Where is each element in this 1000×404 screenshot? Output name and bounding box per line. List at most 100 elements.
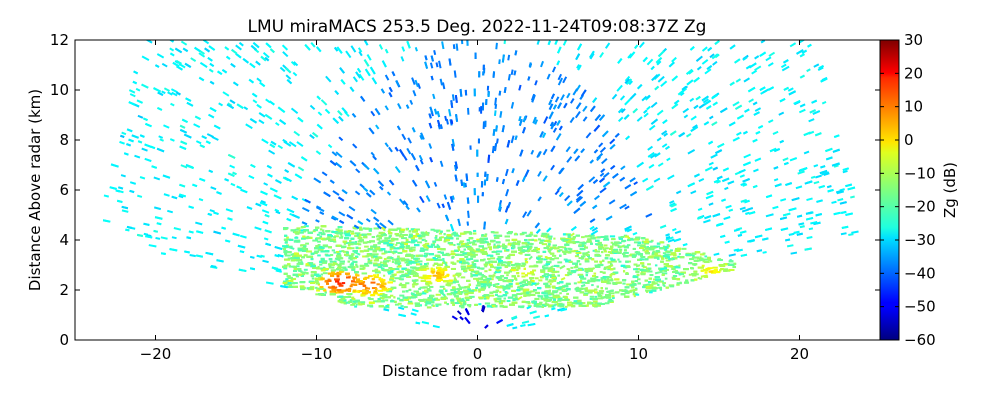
reflectivity-cell [452, 274, 456, 277]
reflectivity-cell [527, 272, 533, 275]
reflectivity-cell [477, 282, 483, 285]
reflectivity-cell [541, 243, 548, 246]
reflectivity-cell [397, 302, 402, 305]
reflectivity-cell [368, 227, 373, 230]
reflectivity-cell [426, 274, 432, 277]
reflectivity-cell [665, 268, 670, 271]
reflectivity-cell [401, 237, 407, 240]
reflectivity-cell [521, 231, 527, 234]
reflectivity-cell [336, 232, 339, 235]
reflectivity-cell [580, 287, 587, 290]
reflectivity-cell [446, 235, 451, 238]
reflectivity-cell [581, 245, 586, 248]
reflectivity-cell [422, 291, 425, 294]
reflectivity-cell [424, 267, 430, 270]
reflectivity-cell [494, 300, 501, 303]
reflectivity-cell [630, 238, 635, 241]
reflectivity-cell [564, 274, 569, 277]
reflectivity-cell [647, 263, 651, 266]
reflectivity-cell [587, 280, 592, 283]
reflectivity-cell [610, 278, 613, 281]
reflectivity-cell [623, 251, 629, 254]
reflectivity-cell [294, 236, 299, 239]
reflectivity-cell [415, 228, 420, 231]
reflectivity-cell [663, 284, 666, 287]
reflectivity-cell [363, 264, 370, 267]
reflectivity-cell [429, 285, 434, 288]
reflectivity-cell [626, 283, 631, 286]
reflectivity-cell [478, 303, 482, 306]
reflectivity-cell [609, 235, 616, 238]
reflectivity-cell [412, 285, 415, 288]
reflectivity-cell [607, 268, 612, 271]
reflectivity-cell [589, 295, 594, 298]
reflectivity-cell [393, 268, 400, 271]
reflectivity-cell [623, 266, 626, 269]
reflectivity-cell [286, 236, 289, 239]
reflectivity-cell [299, 285, 305, 288]
reflectivity-cell [671, 276, 676, 279]
reflectivity-cell [548, 304, 554, 307]
reflectivity-cell [633, 241, 640, 244]
reflectivity-cell [681, 247, 687, 250]
reflectivity-cell [378, 277, 382, 280]
reflectivity-cell [547, 305, 552, 308]
reflectivity-cell [492, 231, 499, 234]
reflectivity-cell [640, 270, 644, 273]
reflectivity-cell [668, 284, 675, 287]
reflectivity-cell [341, 282, 346, 285]
reflectivity-cell [519, 252, 523, 255]
reflectivity-cell [283, 267, 288, 270]
reflectivity-cell [334, 260, 337, 263]
reflectivity-cell [410, 228, 416, 231]
reflectivity-cell [704, 255, 708, 258]
reflectivity-cell [394, 303, 400, 306]
reflectivity-cell [316, 287, 320, 290]
reflectivity-cell [607, 266, 611, 269]
reflectivity-cell [317, 265, 320, 268]
reflectivity-cell [604, 247, 609, 250]
reflectivity-cell [676, 283, 680, 286]
reflectivity-cell [676, 282, 682, 285]
reflectivity-cell [377, 289, 384, 292]
reflectivity-cell [579, 279, 583, 282]
reflectivity-cell [543, 258, 548, 261]
reflectivity-cell [476, 238, 481, 241]
reflectivity-cell [301, 247, 307, 250]
reflectivity-cell [536, 251, 540, 254]
reflectivity-cell [399, 294, 405, 297]
reflectivity-cell [530, 283, 533, 286]
reflectivity-cell [732, 266, 737, 269]
reflectivity-cell [549, 283, 552, 286]
reflectivity-cell [408, 249, 415, 252]
reflectivity-cell [689, 258, 694, 261]
reflectivity-cell [618, 236, 622, 239]
reflectivity-cell [563, 258, 568, 261]
reflectivity-cell [475, 272, 478, 275]
reflectivity-cell [664, 277, 668, 280]
reflectivity-cell [712, 266, 718, 269]
reflectivity-cell [521, 272, 526, 275]
reflectivity-cell [670, 265, 677, 268]
reflectivity-cell [376, 283, 380, 286]
reflectivity-cell [567, 271, 574, 274]
reflectivity-cell [617, 258, 620, 261]
reflectivity-cell [373, 300, 379, 303]
reflectivity-cell [488, 286, 491, 289]
reflectivity-cell [395, 234, 402, 237]
reflectivity-cell [575, 265, 579, 268]
reflectivity-cell [527, 293, 532, 296]
reflectivity-cell [305, 242, 309, 245]
reflectivity-cell [581, 236, 585, 239]
reflectivity-cell [418, 287, 422, 290]
reflectivity-cell [648, 240, 653, 243]
reflectivity-cell [473, 229, 477, 232]
reflectivity-cell [593, 272, 597, 275]
reflectivity-cell [399, 278, 404, 281]
reflectivity-cell [491, 303, 496, 306]
reflectivity-cell [467, 253, 473, 256]
reflectivity-cell [564, 305, 568, 308]
reflectivity-cell [395, 243, 398, 246]
reflectivity-cell [422, 235, 426, 238]
